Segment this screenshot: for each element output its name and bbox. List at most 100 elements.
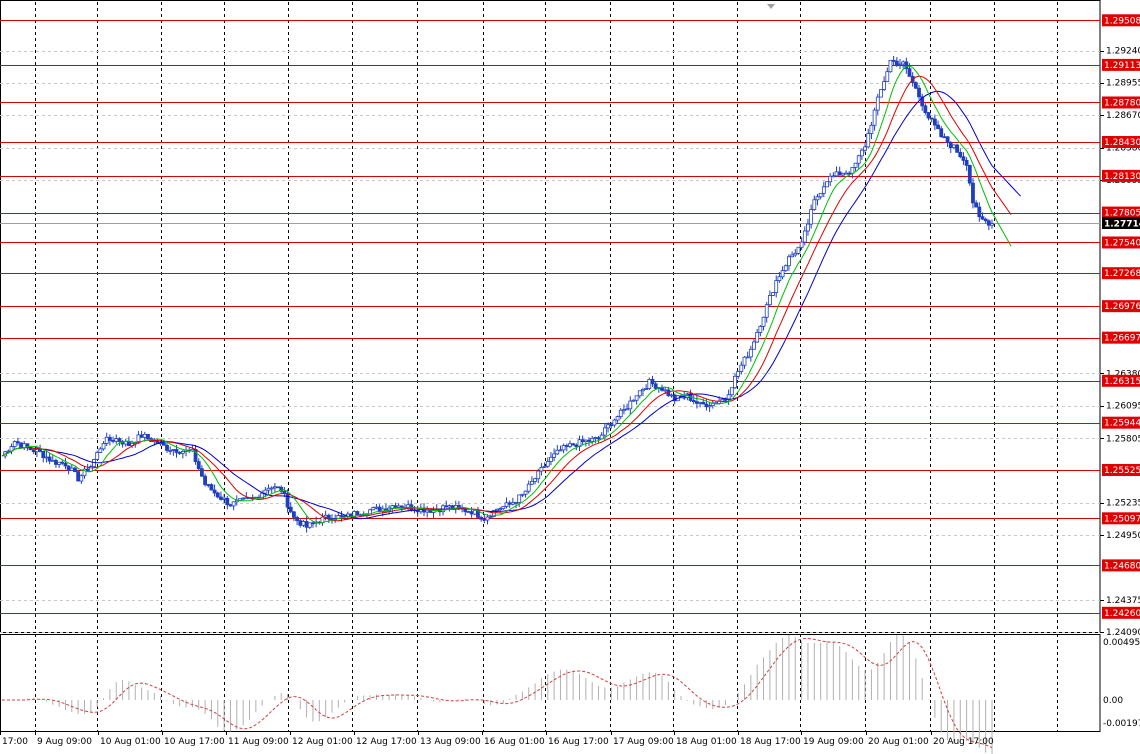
candle-body	[539, 466, 544, 472]
candle-body	[507, 502, 512, 505]
level-label-box[interactable]	[1102, 606, 1140, 619]
candle-body	[828, 175, 833, 183]
candle-body	[307, 522, 312, 528]
candle-body	[844, 172, 848, 175]
level-label-box[interactable]	[1102, 14, 1140, 27]
candle-body	[558, 449, 563, 452]
candle-body	[526, 483, 531, 492]
candle-body	[41, 451, 46, 459]
candle-body	[802, 230, 807, 243]
candle-body	[707, 405, 712, 408]
chart-shift-marker[interactable]	[767, 4, 775, 9]
candle-body	[612, 419, 617, 426]
candle-body	[222, 497, 227, 500]
candle-body	[111, 440, 115, 442]
x-tick-label: 18 Aug 01:00	[676, 737, 737, 747]
candle-body	[745, 356, 750, 359]
candle-body	[891, 59, 896, 62]
candle-body	[774, 280, 779, 293]
candle-body	[631, 399, 636, 402]
candle-body	[840, 173, 845, 176]
candle-body	[180, 450, 185, 454]
level-label-box[interactable]	[1102, 374, 1140, 387]
candle-body	[168, 450, 173, 452]
x-tick-label: 12 Aug 01:00	[292, 737, 353, 747]
candle-body	[114, 438, 119, 442]
candle-body	[479, 517, 484, 520]
level-label: 1.24680	[1104, 561, 1140, 571]
candle-body	[650, 378, 655, 385]
candle-body	[231, 501, 236, 507]
candle-body	[203, 475, 207, 485]
level-label-box[interactable]	[1102, 267, 1140, 280]
level-label-box[interactable]	[1102, 58, 1140, 71]
level-label-box[interactable]	[1102, 169, 1140, 182]
level-label-box[interactable]	[1102, 236, 1140, 249]
level-label-box[interactable]	[1102, 463, 1140, 476]
y-tick-label: 1.29240	[1106, 47, 1140, 57]
candle-body	[736, 371, 741, 377]
candle-body	[488, 516, 493, 519]
candle-body	[923, 105, 928, 113]
level-label: 1.25525	[1104, 466, 1140, 476]
level-label-box[interactable]	[1102, 206, 1140, 219]
level-label-box[interactable]	[1102, 136, 1140, 148]
candle-body	[790, 254, 794, 258]
candle-body	[390, 505, 395, 509]
y-tick-label: 1.24950	[1106, 531, 1140, 541]
candle-body	[856, 155, 861, 164]
current-price-box	[1102, 217, 1140, 229]
y-tick-label: 1.25235	[1106, 499, 1140, 509]
candle-body	[101, 443, 106, 450]
candle-body	[396, 505, 401, 508]
candle-body	[932, 118, 937, 126]
candle-body	[799, 241, 804, 248]
candle-body	[593, 437, 598, 439]
candle-body	[866, 133, 871, 148]
candle-body	[990, 223, 994, 226]
candle-body	[596, 437, 601, 440]
x-tick-label: 20 Aug 01:00	[868, 737, 929, 747]
level-label-box[interactable]	[1102, 96, 1140, 109]
oscillator-tick-label: 0.00	[1103, 696, 1123, 706]
candle-body	[177, 452, 182, 454]
candle-body	[945, 136, 950, 143]
candle-body	[272, 486, 277, 489]
y-tick-label: 1.26095	[1106, 402, 1140, 412]
candle-body	[701, 401, 706, 405]
x-tick-label: 18 Aug 17:00	[740, 737, 801, 747]
candle-body	[761, 316, 766, 327]
candle-body	[466, 511, 471, 513]
y-tick-label: 1.26380	[1106, 369, 1140, 379]
candle-body	[590, 437, 595, 442]
level-label-box[interactable]	[1102, 512, 1140, 525]
level-label-box[interactable]	[1102, 331, 1140, 344]
candle-body	[860, 149, 864, 157]
x-tick-label: 16 Aug 17:00	[548, 737, 609, 747]
x-tick-label: 10 Aug 17:00	[164, 737, 225, 747]
candle-body	[19, 442, 23, 448]
level-label-box[interactable]	[1102, 416, 1140, 429]
level-label-box[interactable]	[1102, 300, 1140, 313]
candle-body	[542, 465, 547, 468]
candle-body	[815, 196, 820, 201]
candle-body	[723, 398, 728, 401]
candle-body	[504, 502, 509, 507]
level-label-box[interactable]	[1102, 559, 1140, 572]
level-label: 1.25944	[1104, 419, 1140, 429]
candle-body	[755, 332, 760, 343]
candle-body	[545, 461, 550, 467]
candle-body	[809, 209, 814, 225]
candle-body	[244, 497, 249, 500]
level-label: 1.29508	[1104, 16, 1140, 26]
candle-body	[920, 96, 925, 107]
level-label: 1.26697	[1104, 334, 1140, 344]
candle-body	[767, 295, 772, 306]
candle-body	[276, 486, 280, 489]
candle-body	[571, 443, 576, 446]
candle-body	[472, 509, 477, 515]
candle-body	[634, 395, 639, 401]
